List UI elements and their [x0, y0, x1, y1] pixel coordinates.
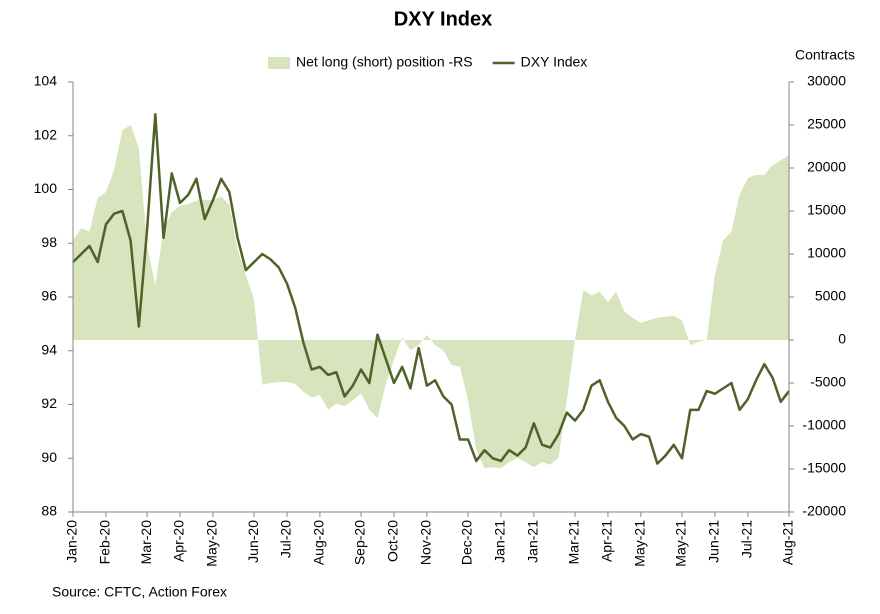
- y-tick-label: 98: [41, 234, 57, 250]
- y2-tick-label: -20000: [802, 503, 846, 519]
- line: [72, 113, 790, 465]
- area: [73, 125, 789, 469]
- source-note: Source: CFTC, Action Forex: [52, 584, 227, 600]
- y-tick-label: 88: [41, 503, 57, 519]
- y2-tick-label: 20000: [807, 159, 846, 175]
- x-tick-label: May-21: [632, 520, 648, 567]
- y2-tick-label: 30000: [807, 73, 846, 89]
- y-tick-label: 102: [34, 126, 58, 142]
- y2-tick-label: 0: [838, 331, 846, 347]
- y2-tick-label: 5000: [815, 288, 846, 304]
- x-tick-label: Jan-20: [64, 520, 80, 563]
- y-tick-label: 90: [41, 449, 57, 465]
- y-tick-label: 96: [41, 288, 57, 304]
- x-tick-label: Apr-20: [171, 520, 187, 562]
- x-tick-label: Jun-20: [245, 520, 261, 563]
- x-tick-label: Mar-20: [138, 520, 154, 565]
- legend-label: Net long (short) position -RS: [296, 54, 473, 70]
- x-tick-label: Jan-21: [525, 520, 541, 563]
- legend-swatch: [268, 57, 290, 69]
- y2-tick-label: 15000: [807, 202, 846, 218]
- x-tick-label: May-21: [673, 520, 689, 567]
- x-tick-label: May-20: [204, 520, 220, 567]
- y2-axis-label: Contracts: [795, 47, 855, 63]
- x-tick-label: Mar-21: [566, 520, 582, 565]
- x-tick-label: Dec-20: [459, 520, 475, 565]
- x-tick-label: Aug-21: [780, 520, 796, 565]
- y-tick-label: 104: [34, 73, 58, 89]
- x-tick-label: Nov-20: [418, 520, 434, 565]
- x-tick-label: Feb-20: [97, 520, 113, 565]
- x-tick-label: Apr-21: [599, 520, 615, 562]
- x-tick-label: Jun-21: [706, 520, 722, 563]
- x-tick-label: Oct-20: [385, 520, 401, 562]
- legend-label: DXY Index: [521, 54, 588, 70]
- y-tick-label: 92: [41, 395, 57, 411]
- y-tick-label: 94: [41, 341, 57, 357]
- y2-tick-label: -10000: [802, 417, 846, 433]
- x-tick-label: Jan-21: [492, 520, 508, 563]
- y2-tick-label: -15000: [802, 460, 846, 476]
- x-tick-label: Sep-20: [352, 520, 368, 565]
- x-tick-label: Jul-20: [278, 520, 294, 558]
- y2-tick-label: -5000: [810, 374, 846, 390]
- x-tick-label: Aug-20: [311, 520, 327, 565]
- x-tick-label: Jul-21: [739, 520, 755, 558]
- y2-tick-label: 25000: [807, 116, 846, 132]
- y2-tick-label: 10000: [807, 245, 846, 261]
- chart-title: DXY Index: [394, 8, 493, 30]
- y-tick-label: 100: [34, 180, 58, 196]
